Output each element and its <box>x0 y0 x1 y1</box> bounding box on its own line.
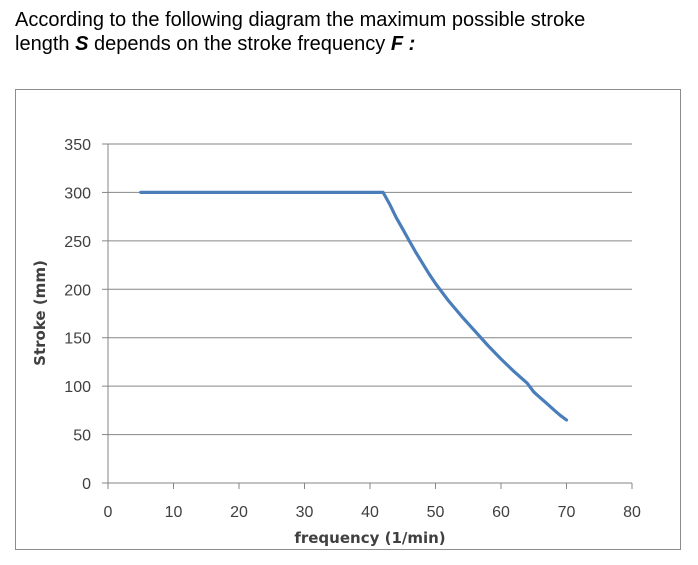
y-tick-label-50: 50 <box>73 428 91 445</box>
gridlines <box>108 143 632 436</box>
tick-labels: 0 50 100 150 200 250 300 350 0 10 20 30 40 50 60 70 80 <box>64 137 641 521</box>
y-tick-label-150: 150 <box>64 331 91 348</box>
x-tick-label-80: 80 <box>623 504 641 521</box>
y-tick-label-300: 300 <box>64 185 91 202</box>
series-line-1 <box>139 190 569 422</box>
y-tick-label-100: 100 <box>64 379 91 396</box>
x-tick-label-50: 50 <box>427 504 445 521</box>
frequency-variable: F : <box>390 33 416 55</box>
intro-line-2-mid: depends on the stroke frequency <box>88 33 391 55</box>
x-tick-label-60: 60 <box>492 504 510 521</box>
x-axis-title: frequency (1/min) <box>294 529 445 547</box>
intro-line-2-start: length <box>15 33 76 55</box>
y-axis-title: Stroke (mm) <box>31 260 49 366</box>
chart-frame <box>15 89 681 550</box>
x-tick-label-70: 70 <box>558 504 576 521</box>
stroke-variable: S <box>75 33 89 55</box>
x-tick-label-0: 0 <box>104 504 113 521</box>
x-tick-label-30: 30 <box>296 504 314 521</box>
x-tick-label-20: 20 <box>230 504 248 521</box>
y-tick-label-200: 200 <box>64 282 91 299</box>
y-tick-label-350: 350 <box>64 137 91 154</box>
intro-line-2: length S depends on the stroke frequency… <box>15 32 695 56</box>
axes <box>102 143 633 489</box>
x-tick-label-40: 40 <box>361 504 379 521</box>
intro-text: According to the following diagram the m… <box>15 8 695 56</box>
intro-line-1: According to the following diagram the m… <box>15 9 586 31</box>
x-tick-label-10: 10 <box>165 504 183 521</box>
series-layer <box>139 190 569 422</box>
y-tick-label-0: 0 <box>82 476 91 493</box>
y-tick-label-250: 250 <box>64 234 91 251</box>
